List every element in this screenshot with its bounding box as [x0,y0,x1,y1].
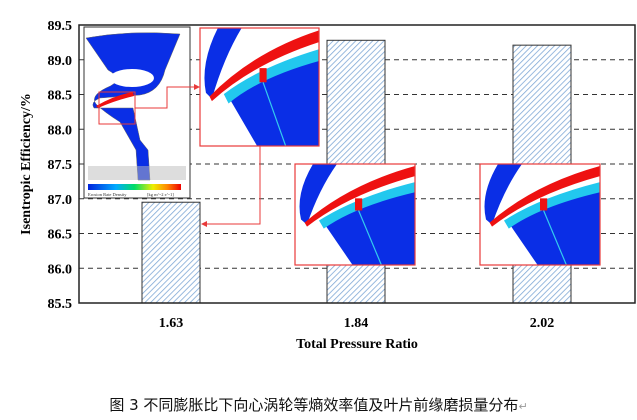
y-tick-label: 86.0 [48,262,73,277]
y-tick-label: 85.5 [48,297,73,312]
bar-1.63 [141,201,201,304]
colorbar-label: Erosion Rate Density [88,192,127,197]
y-tick-label: 86.5 [48,228,73,243]
x-tick-labels: 1.63 1.84 2.02 Total Pressure Ratio [159,316,555,352]
y-tick-label: 89.5 [48,19,73,34]
inset-turbine-overview: Erosion Rate Density [kg m^-2 s^-1] [83,26,191,199]
inset-zoom-2.02 [479,163,601,266]
y-tick-labels: 85.5 86.0 86.5 87.0 87.5 88.0 88.5 89.0 89.5 Isen… [19,19,72,312]
x-tick-label: 1.84 [344,316,369,331]
x-tick-label: 2.02 [530,316,555,331]
y-tick-label: 87.5 [48,158,73,173]
paragraph-mark: ↵ [518,400,528,413]
figure-caption: 图 3 不同膨胀比下向心涡轮等熵效率值及叶片前缘磨损量分布↵ [0,394,637,415]
y-tick-label: 88.0 [48,123,73,138]
y-tick-label: 89.0 [48,54,73,69]
arrowhead-icon [194,84,200,90]
y-tick-label: 88.5 [48,89,73,104]
plot-frame [78,24,636,304]
inset-zoom-1.63 [199,27,320,147]
arrowhead-icon [201,221,207,227]
colorbar-unit: [kg m^-2 s^-1] [147,192,174,197]
caption-text: 不同膨胀比下向心涡轮等熵效率值及叶片前缘磨损量分布 [143,396,519,414]
inset-zoom-1.84 [294,163,416,266]
y-axis-title: Isentropic Efficiency/% [19,93,34,235]
connector-arrow-bar [205,146,261,225]
y-tick-label: 87.0 [48,193,73,208]
x-axis-title: Total Pressure Ratio [296,337,418,352]
bar-chart: 85.5 86.0 86.5 87.0 87.5 88.0 88.5 89.0 89.5 Isen… [19,19,636,352]
caption-label: 图 3 [109,396,139,414]
connector-arrow-zoom [135,86,197,109]
x-tick-label: 1.63 [159,316,184,331]
